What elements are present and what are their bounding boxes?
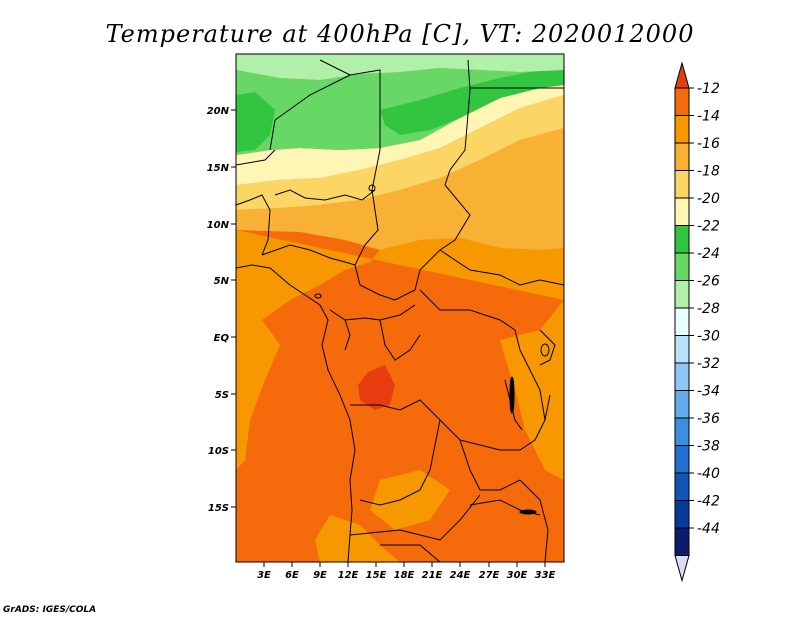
zone-orange-east [500,320,564,480]
colorbar-top-arrow [674,61,690,89]
colorbar-box [674,335,690,364]
colorbar-label: -32 [697,356,720,372]
lon-label: 9E [313,570,327,581]
lon-label: 18E [394,570,415,581]
map-title: Temperature at 400hPa [C], VT: 202001200… [106,20,695,48]
colorbar-box [674,362,690,391]
colorbar-label: -18 [697,164,720,180]
colorbar-box [674,142,690,171]
lat-label: EQ [214,333,230,344]
lon-label: 6E [285,570,299,581]
colorbar-box [674,115,690,144]
lat-label: 5S [215,390,229,401]
lat-label: 15S [208,503,229,514]
lon-label: 21E [422,570,443,581]
credit-text: GrADS: IGES/COLA [3,605,96,615]
colorbar-label: -20 [697,191,720,207]
colorbar: -12 -14 -16 -18 -20 -22 -24 -26 -28 -30 -32 -34 -36 -… [674,61,720,583]
colorbar-label: -42 [697,494,720,510]
colorbar-box [674,170,690,199]
colorbar-bottom-arrow [674,555,690,583]
colorbar-box [674,500,690,529]
colorbar-label: -14 [697,109,720,125]
zone-light-orange [236,128,564,250]
colorbar-label: -12 [697,81,720,97]
map-frame [235,53,565,563]
zone-dark-green-north [380,68,564,135]
colorbar-label: -38 [697,439,720,455]
colorbar-box [674,197,690,226]
zone-orange-west [236,230,564,440]
country-borders [235,59,565,563]
zone-dark-green-west [236,92,275,152]
zone-yellow [236,95,564,210]
lakes [314,184,550,515]
colorbar-box [674,307,690,336]
zone-orange-south [370,470,450,530]
lon-label: 33E [535,570,556,581]
colorbar-label: -30 [697,329,720,345]
colorbar-box [674,445,690,474]
lat-label: 20N [207,106,230,117]
colorbar-box [674,390,690,419]
lon-label: 15E [366,570,387,581]
colorbar-box [674,87,690,116]
lon-label: 3E [257,570,271,581]
zone-orange-southwest [315,515,400,562]
lon-axis: 3E 6E 9E 12E 15E 18E 21E 24E 27E 30E 33E [257,562,556,581]
lat-label: 15N [207,163,230,174]
colorbar-label: -28 [697,301,720,317]
zone-light-green [236,54,564,80]
colorbar-box [674,527,690,556]
colorbar-label: -44 [697,521,720,537]
lat-axis: 20N 15N 10N 5N EQ 5S 10S 15S [207,106,236,514]
colorbar-box [674,417,690,446]
lat-label: 10S [208,446,229,457]
colorbar-box [674,252,690,281]
colorbar-label: -36 [697,411,720,427]
lon-label: 30E [507,570,528,581]
map-panel: 20N 15N 10N 5N EQ 5S 10S 15S 3E 6E 9E 12E 15E 18E 21E… [207,53,565,581]
colorbar-label: -24 [697,246,720,262]
colorbar-label: -40 [697,466,720,482]
colorbar-box [674,225,690,254]
colorbar-label: -22 [697,219,720,235]
lon-label: 24E [450,570,471,581]
zone-orange-coast [236,320,280,470]
colorbar-label: -16 [697,136,720,152]
lon-label: 27E [479,570,500,581]
colorbar-box [674,472,690,501]
colorbar-label: -34 [697,384,720,400]
colorbar-box [674,280,690,309]
lat-label: 10N [207,220,230,231]
colorbar-label: -26 [697,274,720,290]
lon-label: 12E [338,570,359,581]
zone-pale-yellow [236,85,564,185]
zone-red-congo [358,365,395,410]
lat-label: 5N [214,276,230,287]
